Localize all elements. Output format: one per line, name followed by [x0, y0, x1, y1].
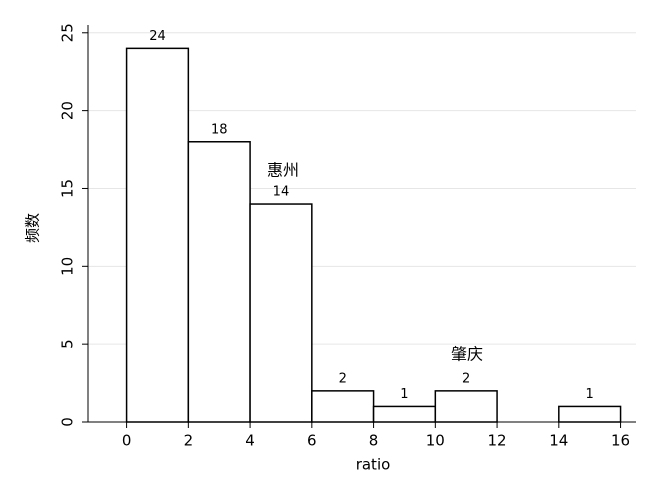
y-tick-label: 0 — [59, 417, 77, 427]
bar — [125, 47, 190, 423]
bar — [372, 405, 437, 423]
value-label: 1 — [400, 387, 408, 402]
bar — [187, 141, 251, 423]
x-tick-label: 16 — [611, 432, 630, 450]
value-label: 1 — [586, 387, 594, 402]
x-axis-title: ratio — [356, 456, 391, 474]
x-tick-label: 8 — [369, 432, 379, 450]
y-tick-label: 10 — [59, 257, 77, 276]
x-tick-label: 2 — [184, 432, 194, 450]
value-label: 2 — [462, 371, 470, 386]
x-tick-label: 0 — [122, 432, 132, 450]
y-tick-label: 25 — [59, 23, 77, 42]
annotation: 肇庆 — [451, 345, 483, 364]
x-tick-label: 10 — [426, 432, 445, 450]
x-tick-label: 14 — [549, 432, 568, 450]
bar — [558, 405, 622, 423]
value-label: 14 — [273, 185, 290, 200]
value-label: 18 — [211, 122, 228, 137]
y-tick-label: 5 — [59, 339, 77, 349]
y-axis-title: 频数 — [24, 213, 42, 243]
x-tick-label: 6 — [307, 432, 317, 450]
y-tick-label: 15 — [59, 179, 77, 198]
value-label: 24 — [149, 29, 166, 44]
bar — [311, 390, 375, 423]
value-label: 2 — [339, 371, 347, 386]
x-tick-label: 12 — [488, 432, 507, 450]
annotation: 惠州 — [267, 161, 299, 180]
y-tick-label: 20 — [59, 101, 77, 120]
bar — [249, 203, 313, 423]
x-tick-label: 4 — [245, 432, 255, 450]
bar — [434, 390, 498, 423]
